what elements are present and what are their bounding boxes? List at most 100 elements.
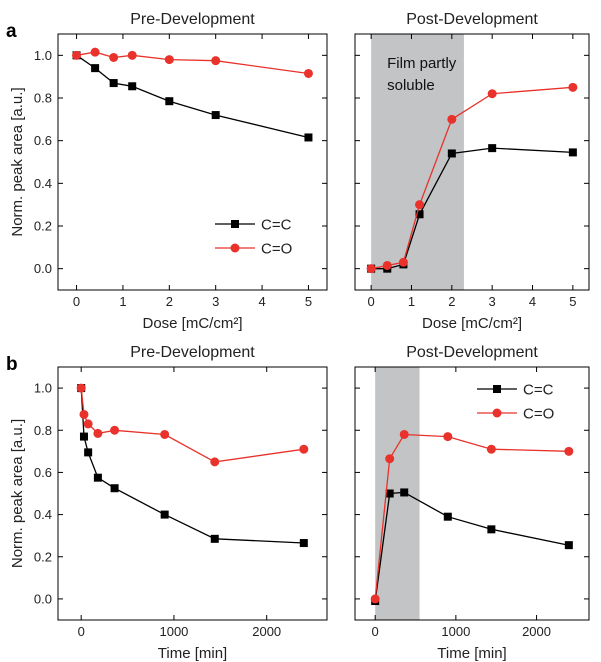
legend-marker-circle	[492, 408, 502, 418]
x-tick-label: 2000	[522, 624, 551, 639]
y-tick-label: 0.4	[34, 176, 52, 191]
y-tick-label: 0.8	[34, 91, 52, 106]
plot-frame	[354, 33, 590, 291]
panel-letter: b	[6, 354, 18, 375]
legend-label: C=C	[523, 382, 554, 399]
series-line-c-o	[374, 433, 569, 599]
y-tick-label: 1.0	[34, 48, 52, 63]
data-point-square	[91, 64, 100, 73]
x-tick-label: 5	[305, 294, 312, 309]
legend-label: C=O	[261, 241, 292, 258]
x-tick-label: 3	[212, 294, 219, 309]
y-tick-label: 0.2	[34, 549, 52, 564]
x-axis-label: Dose [mC/cm²]	[422, 315, 522, 332]
data-point-square	[415, 210, 424, 219]
data-point-circle	[76, 383, 86, 393]
y-tick-label: 0.0	[34, 591, 52, 606]
x-tick-label: 3	[489, 294, 496, 309]
data-point-circle	[568, 82, 578, 92]
data-point-circle	[447, 114, 457, 124]
data-point-circle	[72, 50, 82, 60]
series-line-c-o	[80, 388, 304, 463]
data-point-circle	[210, 457, 220, 467]
legend: C=C C=O	[477, 382, 554, 423]
chart-panel-a-post: Film partly soluble Post-Development 0 1 2 3 4 5…	[354, 11, 590, 332]
x-tick-label: 0	[372, 624, 379, 639]
x-tick-label: 1000	[159, 624, 188, 639]
data-point-square	[210, 534, 219, 543]
data-point-circle	[370, 594, 380, 604]
series-line-c-c	[80, 388, 304, 544]
y-tick-label: 0.0	[34, 261, 52, 276]
plot-frame	[354, 366, 590, 621]
x-tick-label: 0	[368, 294, 375, 309]
legend-marker-square	[231, 220, 239, 228]
plot-frame	[57, 366, 328, 621]
y-tick-label: 0.6	[34, 133, 52, 148]
panel-title: Pre-Development	[130, 344, 255, 361]
x-tick-label: 2	[448, 294, 455, 309]
x-tick-label: 5	[569, 294, 576, 309]
data-point-square	[211, 111, 220, 120]
y-tick-label: 0.4	[34, 507, 52, 522]
data-point-square	[110, 484, 119, 493]
data-point-circle	[79, 409, 89, 419]
data-point-square	[385, 489, 394, 498]
data-point-circle	[90, 47, 100, 57]
data-point-circle	[385, 454, 395, 464]
x-tick-label: 0	[73, 294, 80, 309]
panel-letter: a	[6, 21, 17, 42]
legend-marker-circle	[230, 243, 240, 253]
data-point-square	[165, 97, 174, 106]
data-point-circle	[160, 429, 170, 439]
series-line-c-c	[374, 491, 569, 602]
legend: C=C C=O	[215, 217, 292, 258]
chart-panel-b-pre: Pre-Development b 0 1000 2000 0.0 0.2 0.4 0.6 0.8…	[6, 344, 328, 662]
data-point-square	[93, 473, 102, 482]
data-point-circle	[487, 89, 497, 99]
data-point-circle	[83, 419, 93, 429]
x-tick-label: 1	[408, 294, 415, 309]
x-axis-label: Time [min]	[158, 645, 227, 662]
shaded-region-annotation: soluble	[387, 77, 435, 94]
x-axis-label: Time [min]	[437, 645, 506, 662]
x-tick-label: 1000	[441, 624, 470, 639]
data-point-square	[487, 525, 496, 534]
x-tick-label: 4	[258, 294, 265, 309]
data-point-circle	[110, 425, 120, 435]
data-point-circle	[127, 50, 137, 60]
data-point-circle	[299, 444, 309, 454]
data-point-circle	[382, 260, 392, 270]
x-tick-label: 1	[119, 294, 126, 309]
x-tick-label: 0	[78, 624, 85, 639]
data-point-square	[160, 510, 169, 519]
data-point-square	[304, 133, 313, 142]
shaded-region	[371, 34, 464, 290]
y-tick-label: 0.8	[34, 423, 52, 438]
data-point-square	[299, 539, 308, 548]
data-point-square	[447, 149, 456, 158]
data-point-circle	[398, 257, 408, 267]
legend-label: C=O	[523, 406, 554, 423]
y-tick-label: 0.6	[34, 465, 52, 480]
shaded-region-annotation: Film partly	[387, 55, 457, 72]
y-axis-label: Norm. peak area [a.u.]	[9, 87, 26, 236]
data-point-circle	[443, 432, 453, 442]
data-point-circle	[399, 429, 409, 439]
y-tick-label: 0.2	[34, 219, 52, 234]
y-axis-label: Norm. peak area [a.u.]	[9, 419, 26, 568]
data-point-square	[128, 82, 137, 91]
data-point-square	[79, 432, 88, 441]
x-axis-label: Dose [mC/cm²]	[142, 315, 242, 332]
data-point-circle	[415, 200, 425, 210]
legend-label: C=C	[261, 217, 292, 234]
panel-title: Post-Development	[406, 344, 538, 361]
data-point-circle	[486, 444, 496, 454]
x-tick-label: 4	[529, 294, 536, 309]
data-point-circle	[564, 446, 574, 456]
data-point-circle	[109, 52, 119, 62]
panel-title: Pre-Development	[130, 11, 255, 28]
x-tick-label: 2	[166, 294, 173, 309]
data-point-circle	[211, 56, 221, 66]
